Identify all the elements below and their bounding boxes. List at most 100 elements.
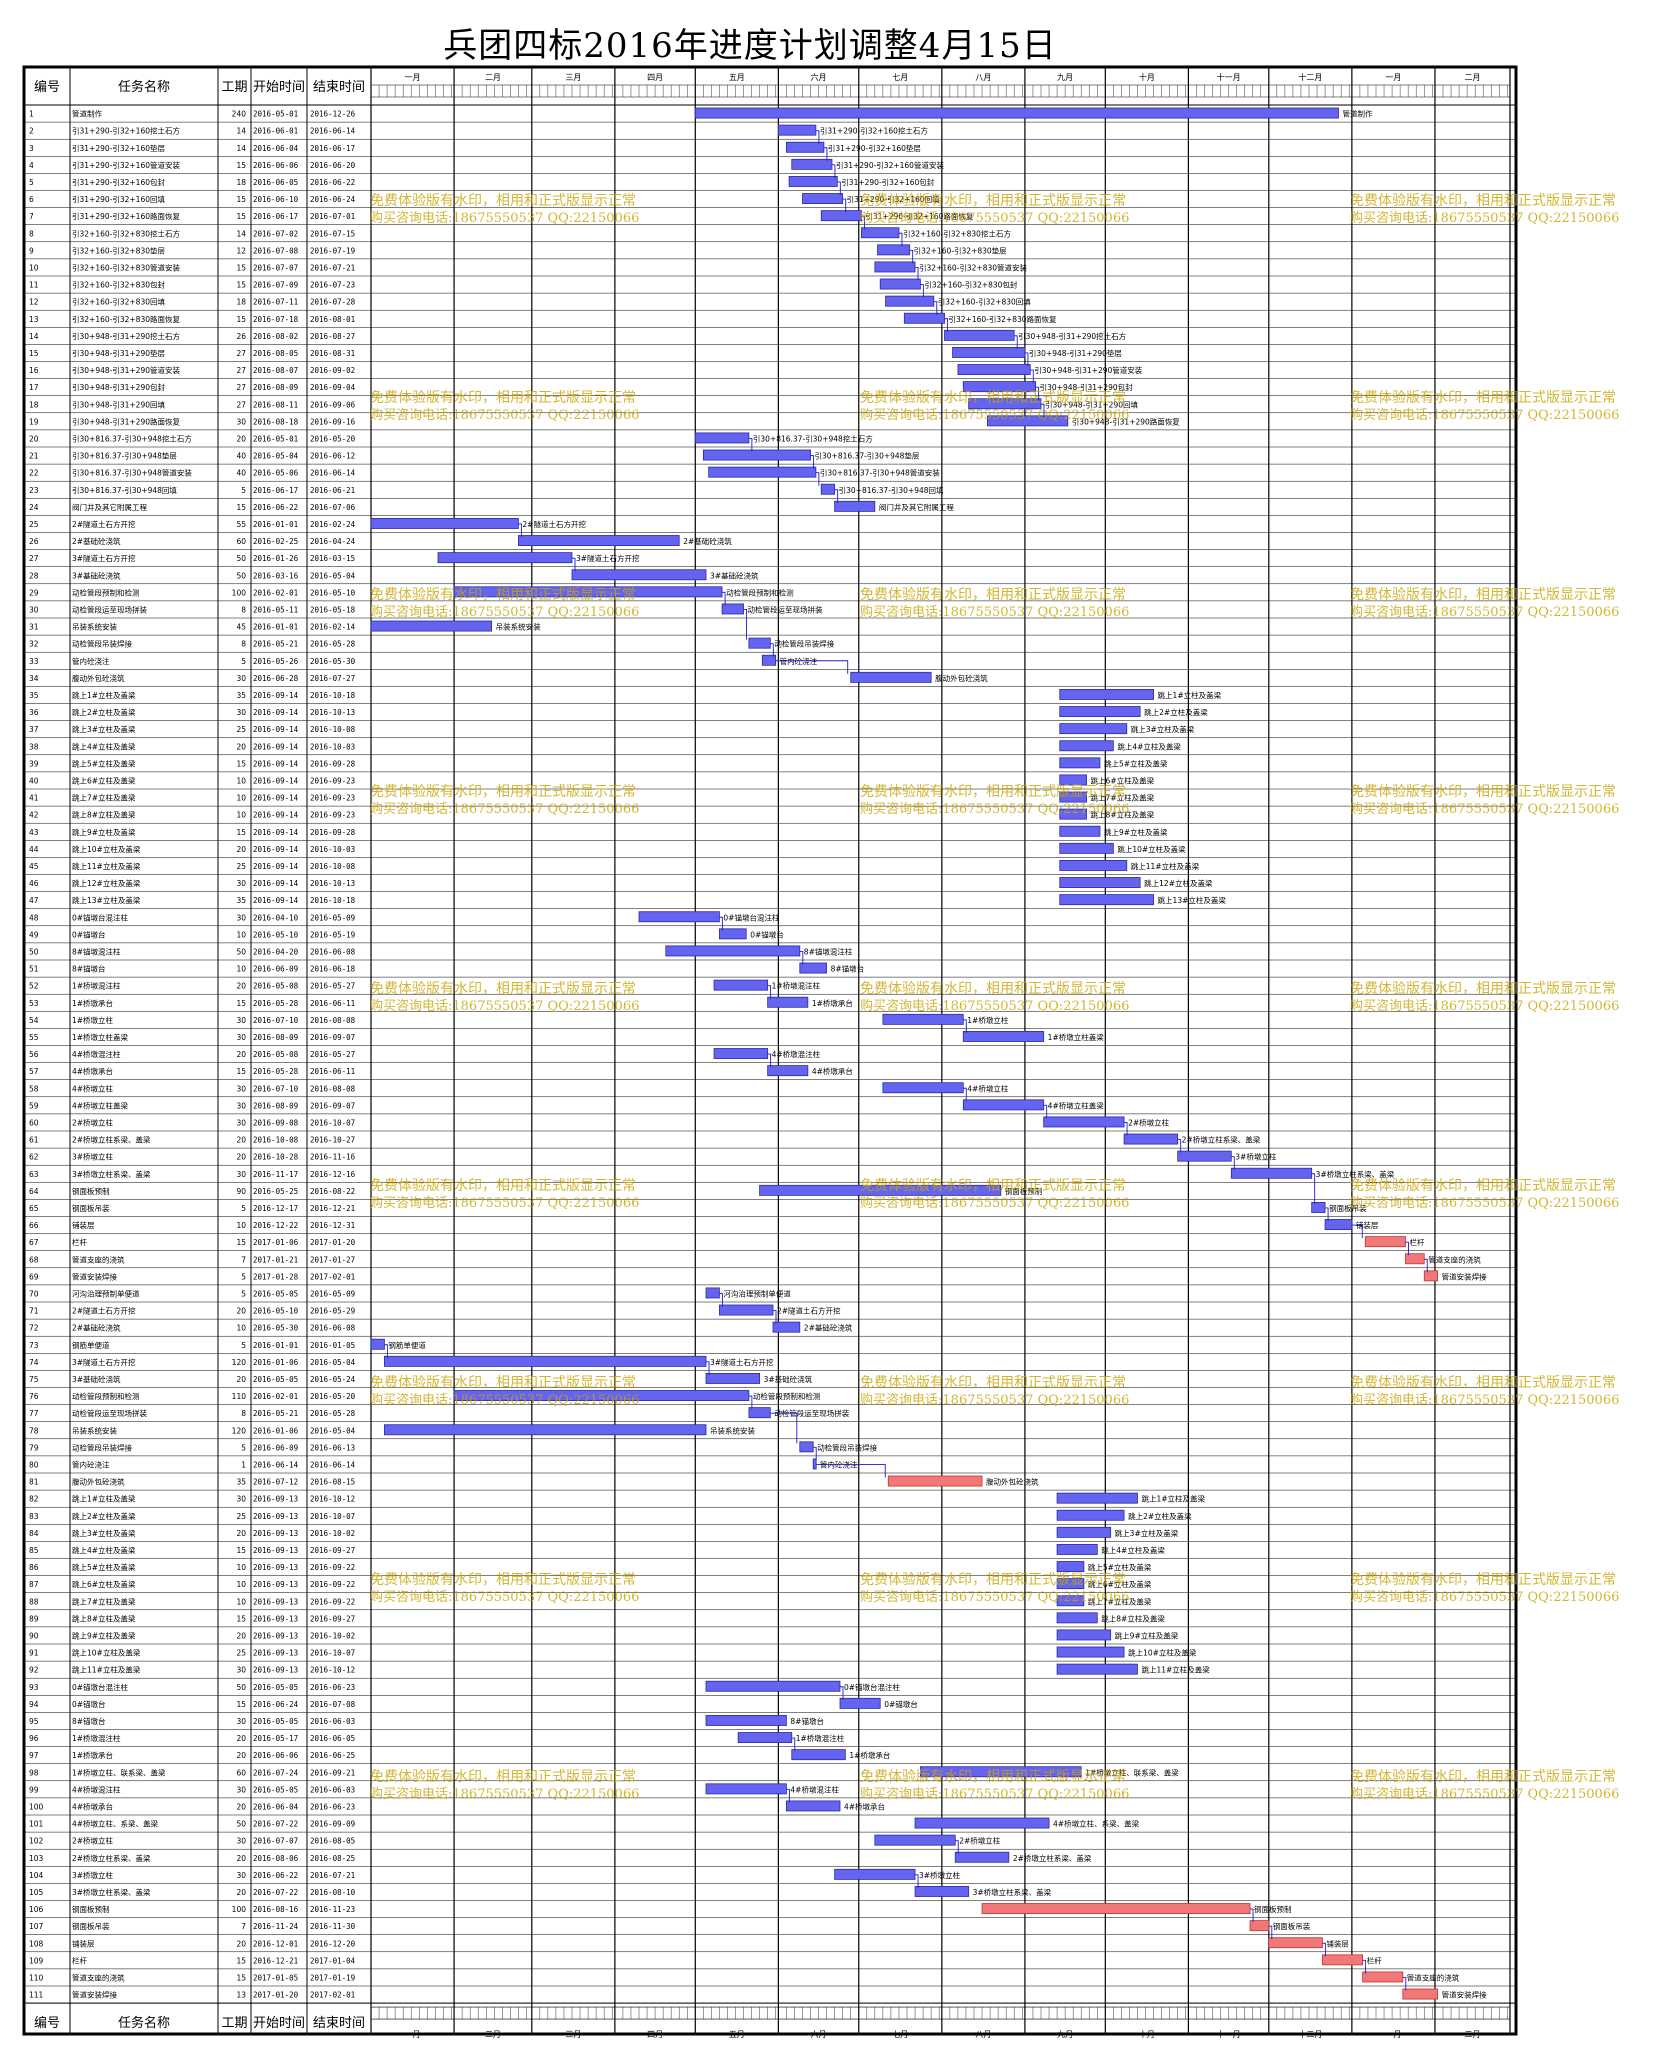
task-bar-label: 2#隧道土石方开挖 [522, 519, 586, 529]
task-end: 2016-09-21 [310, 1768, 355, 1777]
task-start: 2016-06-17 [253, 486, 298, 495]
header-month-label: 十一月 [1217, 72, 1241, 82]
task-end: 2016-09-16 [310, 417, 356, 426]
task-start: 2016-03-16 [253, 571, 299, 580]
watermark-line-2: 购买咨询电话:18675550537 QQ:22150066 [370, 801, 639, 817]
task-bar-label: 8#锚墩台 [831, 964, 865, 974]
task-name: 引32+160-引32+830路面恢复 [72, 314, 180, 324]
task-bar-label: 引31+290-引32+160管道安装 [836, 160, 944, 170]
task-name: 跳上9#立柱及盖梁 [72, 827, 136, 837]
task-duration: 10 [236, 776, 246, 785]
task-start: 2016-10-28 [253, 1153, 299, 1162]
watermark-line-2: 购买咨询电话:18675550537 QQ:22150066 [860, 1195, 1129, 1211]
task-end: 2016-09-23 [310, 776, 355, 785]
header-month-label: 十二月 [1298, 72, 1322, 82]
task-bar [944, 329, 1015, 341]
chart-title: 兵团四标2016年进度计划调整4月15日 [443, 26, 1057, 66]
dependency-link [1024, 352, 1029, 367]
task-id: 54 [29, 1016, 39, 1025]
task-end: 2016-12-31 [310, 1221, 355, 1230]
task-id: 91 [29, 1649, 39, 1658]
task-duration: 5 [241, 486, 246, 495]
task-bar [799, 962, 827, 974]
task-name: 引32+160-引32+830包封 [72, 280, 165, 290]
task-id: 16 [29, 366, 39, 375]
task-bar [1059, 723, 1128, 735]
task-start: 2016-05-05 [253, 1683, 298, 1692]
task-bar [1324, 1219, 1353, 1231]
watermark-line-1: 免费体验版有水印，相用和正式版显示正常 [1350, 390, 1616, 406]
task-name: 引30+948-引31+290包封 [72, 382, 165, 392]
task-duration: 55 [236, 520, 246, 529]
task-name: 引30+816.37-引30+948垫层 [72, 451, 177, 461]
task-end: 2016-12-16 [310, 1170, 356, 1179]
task-id: 55 [29, 1033, 39, 1042]
task-duration: 14 [236, 127, 246, 136]
task-bar-label: 跳上13#立柱及盖梁 [1158, 895, 1227, 905]
task-name: 2#基础砼浇筑 [72, 536, 121, 546]
task-name: 栏杆 [72, 1955, 87, 1965]
task-name: 跳上12#立柱及盖梁 [72, 878, 141, 888]
task-duration: 30 [236, 1837, 246, 1846]
task-bar-label: 跳上5#立柱及盖梁 [1088, 1562, 1152, 1572]
task-bar [1059, 842, 1114, 854]
watermark-line-2: 购买咨询电话:18675550537 QQ:22150066 [860, 1786, 1129, 1802]
task-name: 铺装层 [72, 1938, 95, 1948]
task-start: 2016-07-24 [253, 1768, 299, 1777]
task-id: 39 [29, 759, 39, 768]
header-month-label: 二月 [1464, 73, 1480, 82]
task-id: 50 [29, 947, 39, 956]
task-name: 跳上4#立柱及盖梁 [72, 1545, 136, 1555]
task-duration: 20 [236, 1631, 246, 1640]
header-column-id: 编号 [34, 80, 60, 95]
task-bar-label: 1#桥墩承台 [812, 998, 853, 1008]
task-duration: 15 [236, 263, 246, 272]
task-end: 2016-05-24 [310, 1375, 356, 1384]
task-bar-label: 管道安装焊接 [1442, 1990, 1487, 2000]
task-duration: 10 [236, 1563, 246, 1572]
footer-month-label: 十一月 [1217, 2029, 1241, 2039]
task-id: 78 [29, 1426, 39, 1435]
task-duration: 26 [236, 332, 246, 341]
task-duration: 30 [236, 674, 246, 683]
watermark-line-2: 购买咨询电话:18675550537 QQ:22150066 [370, 407, 639, 423]
task-id: 98 [29, 1768, 39, 1777]
dependency-link [861, 215, 865, 230]
task-duration: 60 [236, 537, 246, 546]
task-end: 2016-07-06 [310, 503, 356, 512]
task-duration: 25 [236, 1512, 246, 1521]
task-name: 3#基础砼浇筑 [72, 570, 121, 580]
task-end: 2016-06-17 [310, 144, 355, 153]
task-name: 引31+290-引32+160管道安装 [72, 160, 180, 170]
task-duration: 20 [236, 1375, 246, 1384]
task-bar [791, 1749, 846, 1761]
task-id: 15 [29, 349, 39, 358]
task-bar [1059, 757, 1101, 769]
task-name: 3#隧道土石方开挖 [72, 1357, 136, 1367]
task-start: 2016-05-10 [253, 930, 299, 939]
task-id: 83 [29, 1512, 39, 1521]
task-duration: 15 [236, 281, 246, 290]
task-bar-label: 钢筋单便道 [388, 1340, 426, 1350]
task-end: 2016-06-13 [310, 1443, 355, 1452]
task-bar-label: 铺装层 [1326, 1938, 1349, 1948]
task-end: 2016-05-27 [310, 1050, 355, 1059]
task-bar [370, 620, 492, 632]
task-duration: 30 [236, 1717, 246, 1726]
watermark-line-2: 购买咨询电话:18675550537 QQ:22150066 [1350, 1786, 1619, 1802]
task-name: 腹动外包砼浇筑 [72, 673, 125, 683]
task-duration: 50 [236, 1820, 246, 1829]
watermark-line-1: 免费体验版有水印，相用和正式版显示正常 [860, 587, 1126, 603]
task-bar [887, 1475, 983, 1487]
task-id: 65 [29, 1204, 39, 1213]
dependency-link [770, 1412, 798, 1444]
task-bar [1056, 1629, 1112, 1641]
task-bar [1311, 1202, 1326, 1213]
task-duration: 20 [236, 1136, 246, 1145]
task-name: 跳上6#立柱及盖梁 [72, 1579, 136, 1589]
task-name: 管内砼浇注 [72, 1459, 110, 1469]
task-start: 2016-09-14 [253, 725, 299, 734]
task-id: 49 [29, 930, 39, 939]
task-id: 22 [29, 469, 39, 478]
dependency-link [842, 198, 847, 213]
